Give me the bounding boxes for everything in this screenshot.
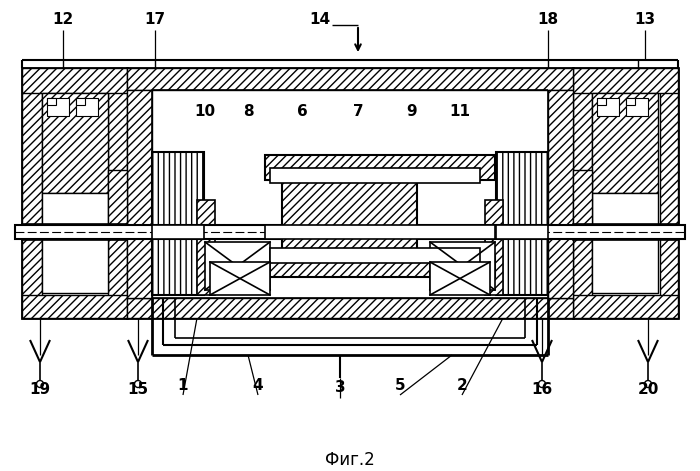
Bar [626,98,648,116]
Bar [22,295,127,318]
Bar [573,295,678,318]
Text: 17: 17 [144,13,166,27]
Text: 1: 1 [178,377,188,392]
Text: 5: 5 [395,377,405,392]
Text: 14: 14 [309,13,330,27]
Text: 6: 6 [297,105,307,120]
Bar [42,93,108,193]
Text: 16: 16 [531,382,552,398]
Bar [22,68,127,318]
Bar [108,170,127,230]
Text: 8: 8 [243,105,253,120]
Bar [597,98,606,105]
Text: 12: 12 [52,13,74,27]
Text: 2: 2 [456,377,468,392]
Bar [265,225,495,239]
Bar [265,155,495,180]
Bar [47,98,56,105]
Bar [592,93,658,193]
Circle shape [134,381,141,388]
Text: 19: 19 [29,382,50,398]
Text: 11: 11 [449,105,470,120]
Bar [573,68,678,318]
Bar [573,68,592,318]
Text: 15: 15 [127,382,148,398]
Bar [592,193,658,293]
Bar [127,298,573,318]
Bar [152,152,204,295]
Bar [152,225,204,239]
Bar [496,225,548,239]
Text: 7: 7 [353,105,363,120]
Bar [660,68,678,318]
Text: 18: 18 [538,13,559,27]
Bar [548,90,573,298]
Bar [127,90,152,298]
Bar [496,152,548,295]
Circle shape [645,381,652,388]
Bar [205,242,270,290]
Bar [127,68,573,318]
Bar [573,68,678,93]
Text: 13: 13 [634,13,656,27]
Bar [22,224,127,240]
Text: 20: 20 [637,382,659,398]
Bar [22,68,127,93]
Bar [47,98,69,116]
Bar [573,170,592,230]
Bar [210,262,270,295]
Bar [108,68,127,318]
Text: 9: 9 [407,105,417,120]
Bar [430,242,495,290]
Text: 10: 10 [195,105,216,120]
Bar [282,180,417,255]
Bar [626,98,635,105]
Bar [597,98,619,116]
Bar [485,200,503,295]
Bar [127,68,573,90]
Bar [76,98,98,116]
Bar [270,168,480,183]
Bar [270,248,480,263]
Bar [573,224,678,240]
Text: 4: 4 [253,377,263,392]
Circle shape [538,381,545,388]
Bar [15,225,685,239]
Bar [76,98,85,105]
Bar [42,193,108,293]
Bar [430,262,490,295]
Circle shape [36,381,43,388]
Text: 3: 3 [335,381,345,396]
Bar [197,200,215,295]
Text: Фиг.2: Фиг.2 [325,451,375,469]
Bar [265,255,495,277]
Bar [22,68,42,318]
